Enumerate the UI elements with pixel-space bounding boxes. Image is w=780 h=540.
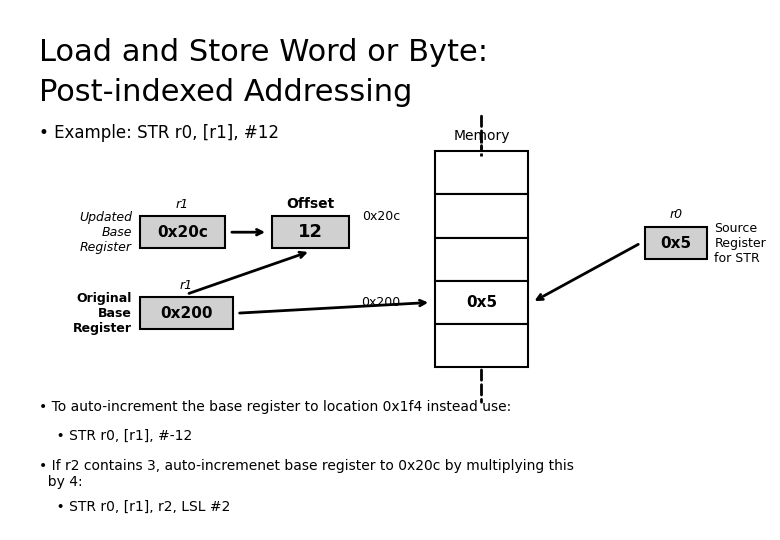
Text: 0x20c: 0x20c [157,225,208,240]
Text: Post-indexed Addressing: Post-indexed Addressing [39,78,412,107]
FancyBboxPatch shape [140,216,225,248]
Text: Source
Register
for STR: Source Register for STR [714,221,766,265]
FancyBboxPatch shape [644,227,707,259]
FancyBboxPatch shape [435,324,528,367]
Text: • To auto-increment the base register to location 0x1f4 instead use:: • To auto-increment the base register to… [39,400,511,414]
FancyBboxPatch shape [271,216,349,248]
Text: 0x5: 0x5 [466,295,497,310]
Text: 0x20c: 0x20c [362,210,400,222]
Text: r0: r0 [669,208,682,221]
FancyBboxPatch shape [435,194,528,238]
Text: Original
Base
Register: Original Base Register [73,292,132,335]
FancyBboxPatch shape [435,151,528,194]
FancyBboxPatch shape [140,297,233,329]
Text: 12: 12 [298,223,323,241]
Text: Updated
Base
Register: Updated Base Register [79,211,132,254]
Text: r1: r1 [176,198,189,211]
Text: • Example: STR r0, [r1], #12: • Example: STR r0, [r1], #12 [39,124,278,142]
Text: Offset: Offset [286,197,335,211]
Text: • If r2 contains 3, auto-incremenet base register to 0x20c by multiplying this
 : • If r2 contains 3, auto-incremenet base… [39,459,574,489]
Text: 0x200: 0x200 [360,296,400,309]
Text: Load and Store Word or Byte:: Load and Store Word or Byte: [39,38,487,67]
Text: Memory: Memory [453,129,510,143]
FancyBboxPatch shape [435,281,528,324]
FancyBboxPatch shape [435,238,528,281]
Text: • STR r0, [r1], r2, LSL #2: • STR r0, [r1], r2, LSL #2 [39,500,230,514]
Text: r1: r1 [180,279,193,292]
Text: 0x5: 0x5 [660,235,691,251]
Text: • STR r0, [r1], #-12: • STR r0, [r1], #-12 [39,429,192,443]
Text: 0x200: 0x200 [160,306,213,321]
